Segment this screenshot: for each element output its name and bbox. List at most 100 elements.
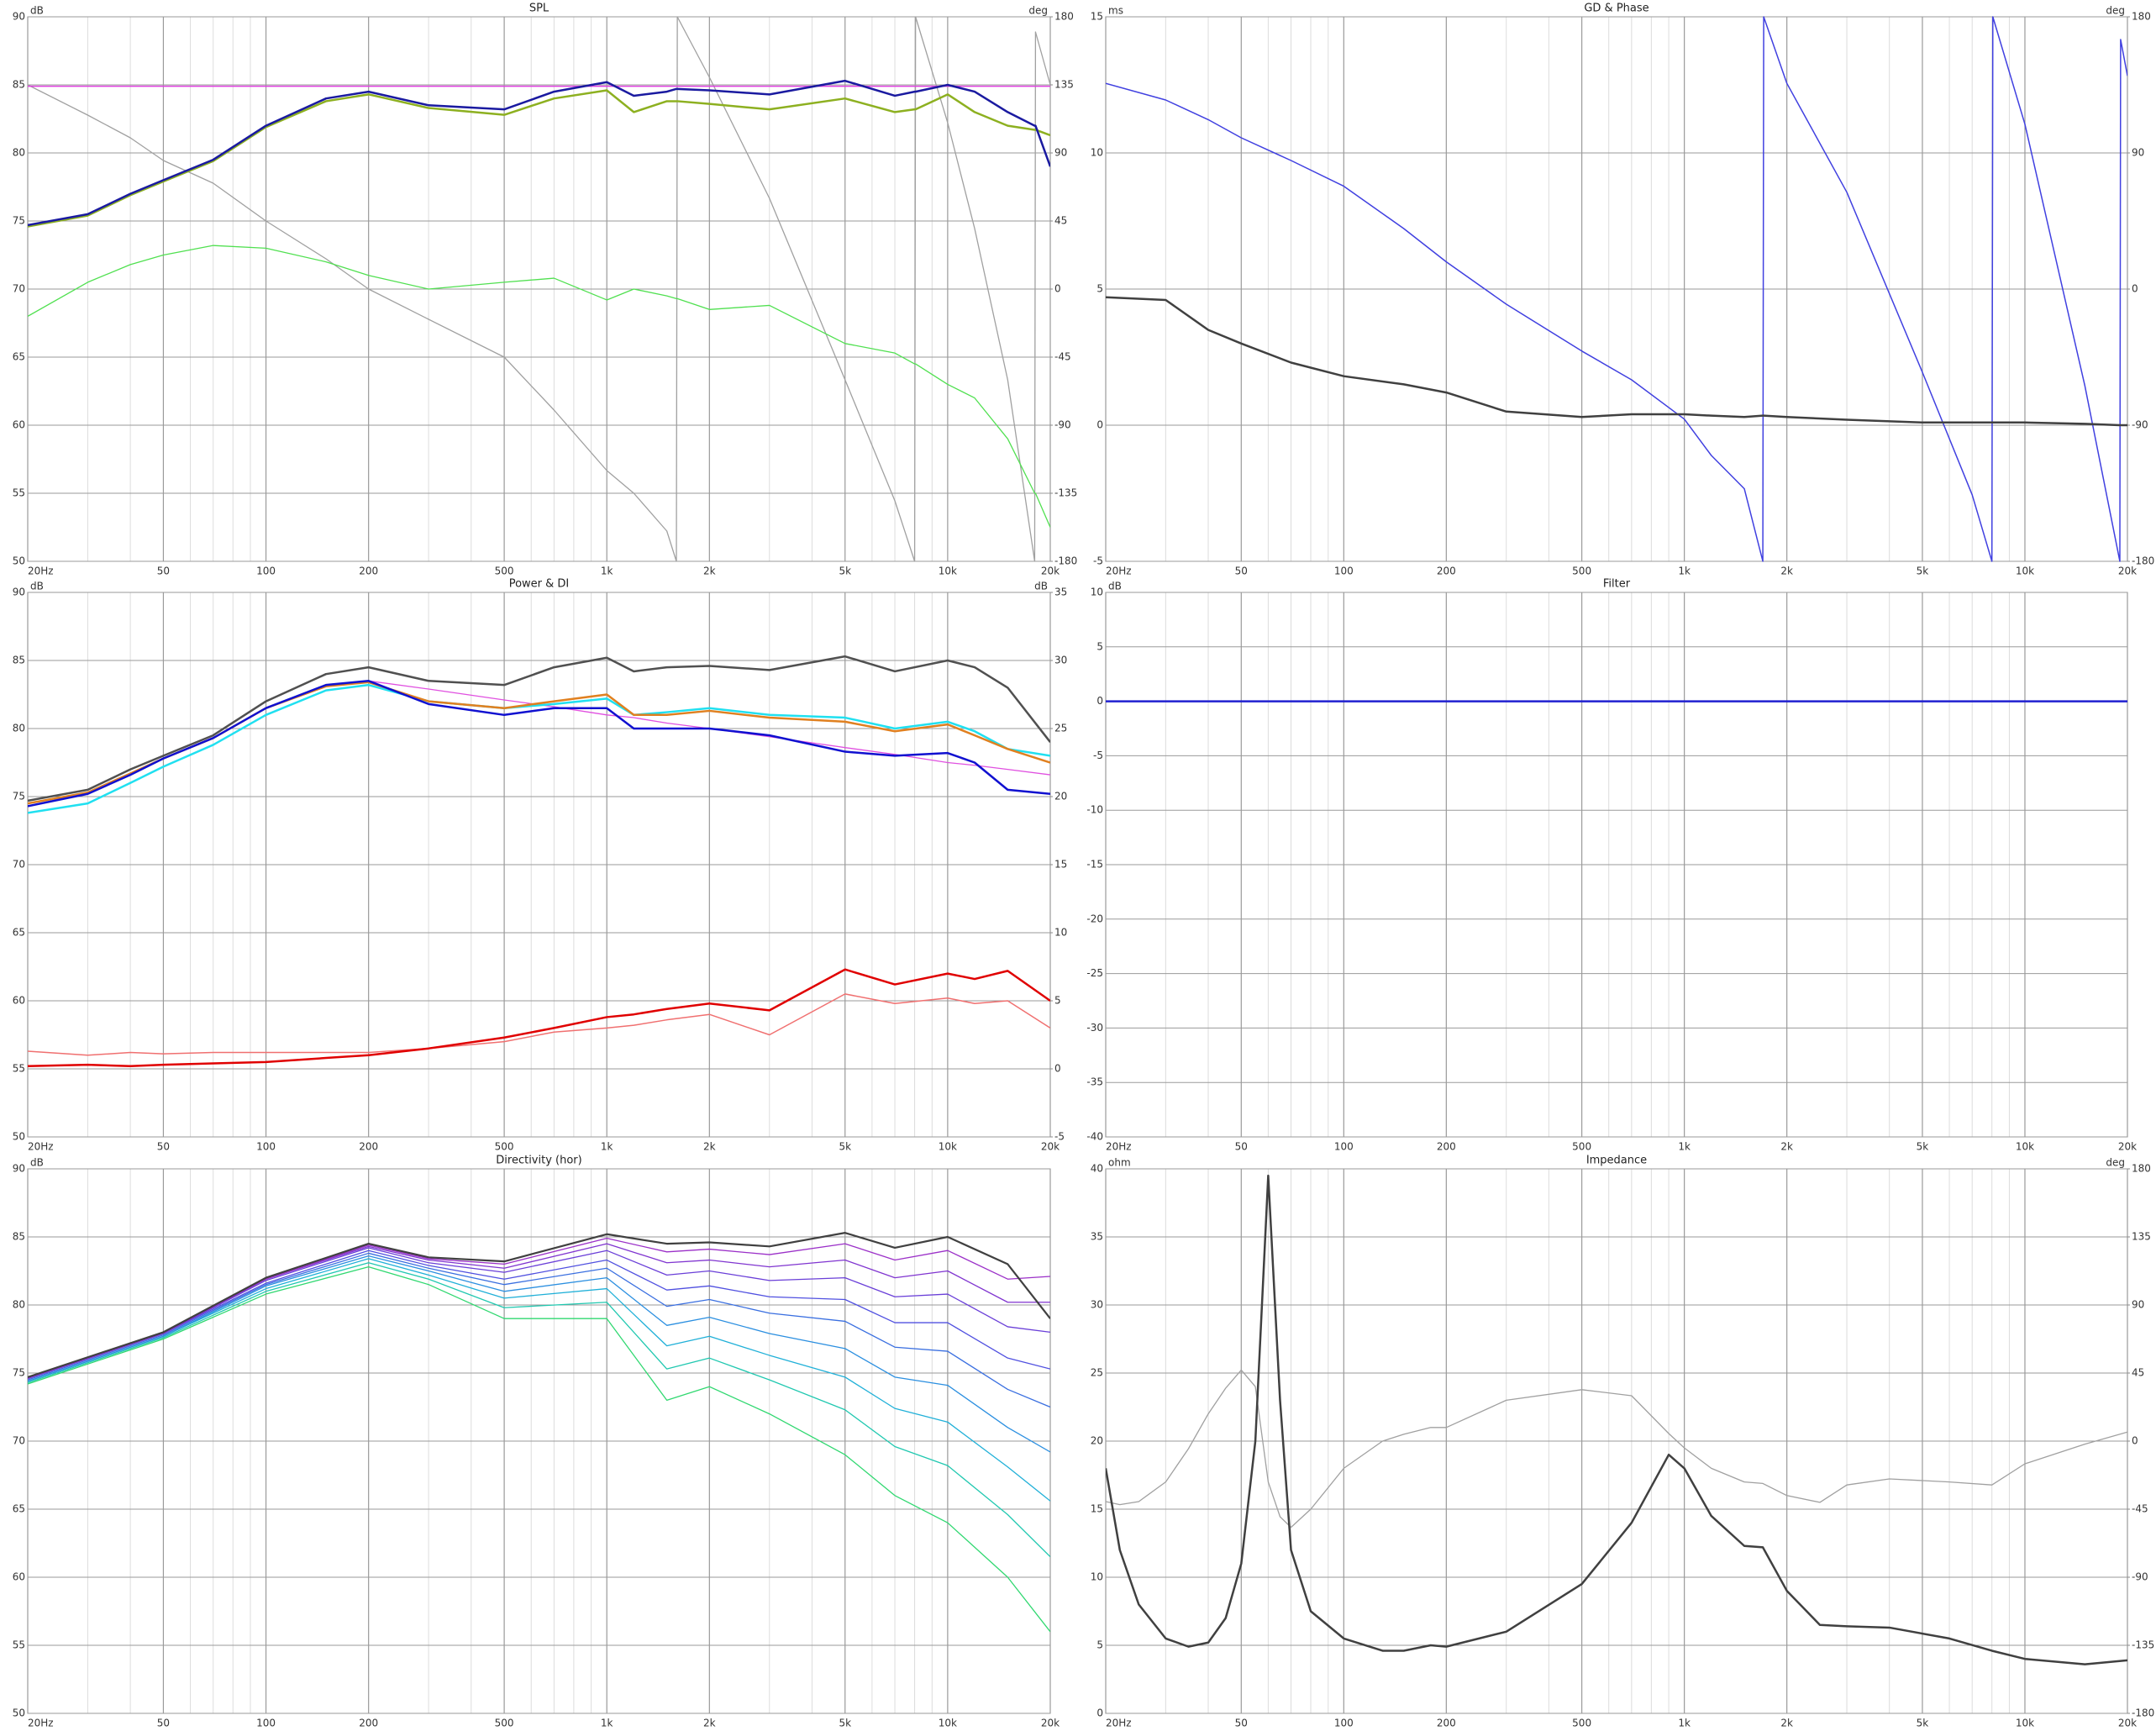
y2-tick-label: 5 <box>1054 995 1061 1007</box>
x-tick-label: 10k <box>2016 1718 2034 1729</box>
x-tick-label: 5k <box>1917 566 1929 577</box>
y-tick-label: 0 <box>1096 695 1103 707</box>
x-tick-label: 2k <box>703 1718 716 1729</box>
x-tick-label: 1k <box>601 1718 613 1729</box>
y-tick-label: 60 <box>13 419 25 431</box>
chart-panel: 20Hz 50 100 200 500 1k 2k 5k 10k 20k5055606570758… <box>13 578 1068 1153</box>
chart-panel: 20Hz 50 100 200 500 1k 2k 5k 10k 20k 0 5 10 15 20 25 30 3… <box>1091 1155 2155 1729</box>
x-tick-label: 500 <box>495 566 514 577</box>
x-tick-label: 5k <box>1917 1141 1929 1153</box>
y2-axis-unit: dB <box>1034 581 1048 592</box>
series-line <box>28 89 1050 228</box>
x-tick-label: 100 <box>256 566 276 577</box>
x-tick-label: 10k <box>939 1141 957 1153</box>
y2-tick-label: 45 <box>2132 1367 2144 1379</box>
y2-tick-label: -90 <box>2132 419 2148 431</box>
y-tick-label: 90 <box>13 1163 25 1175</box>
y-tick-label: -25 <box>1086 967 1103 979</box>
series-line <box>28 1252 1050 1408</box>
series-group <box>28 1232 1050 1633</box>
x-tick-label: 20Hz <box>1106 566 1132 577</box>
y-tick-label: 90 <box>13 11 25 23</box>
y2-tick-label: 25 <box>1054 723 1067 734</box>
x-tick-label: 20k <box>1041 1718 1060 1729</box>
x-tick-label: 200 <box>1437 1141 1456 1153</box>
series-line <box>28 79 1050 227</box>
y2-tick-label: 30 <box>1054 655 1067 666</box>
chart-title: Impedance <box>1586 1155 1647 1167</box>
x-tick-label: 50 <box>1235 1141 1248 1153</box>
x-tick-label: 1k <box>1678 1141 1691 1153</box>
y2-tick-label: 35 <box>1054 587 1067 598</box>
x-tick-label: 2k <box>703 566 716 577</box>
y-axis-unit: dB <box>1108 581 1122 592</box>
x-tick-label: 2k <box>1780 566 1793 577</box>
y-axis-unit: ohm <box>1108 1157 1131 1169</box>
series-line <box>28 655 1050 802</box>
y-tick-label: -40 <box>1086 1131 1103 1143</box>
y2-tick-label: -180 <box>2132 1707 2154 1719</box>
y2-tick-label: 45 <box>1054 215 1067 227</box>
x-tick-label: 10k <box>939 566 957 577</box>
y2-tick-label: 90 <box>2132 1299 2144 1311</box>
y2-tick-label: -180 <box>2132 555 2154 567</box>
x-tick-label: 20k <box>2118 1141 2137 1153</box>
y-tick-label: 10 <box>1091 587 1103 598</box>
x-tick-label: 5k <box>839 1718 851 1729</box>
x-tick-label: 500 <box>495 1141 514 1153</box>
x-tick-label: 200 <box>359 1718 378 1729</box>
x-tick-label: 100 <box>1334 566 1354 577</box>
y-tick-label: 5 <box>1096 283 1103 295</box>
x-tick-label: 1k <box>1678 1718 1691 1729</box>
y-tick-label: 0 <box>1096 1707 1103 1719</box>
y-axis-unit: dB <box>30 1157 44 1169</box>
y-tick-label: 85 <box>13 79 25 91</box>
y2-axis-unit: deg <box>2106 1157 2125 1169</box>
chart-panel: 20Hz 50 100 200 500 1k 2k 5k 10k 20k-40-35-30-25-… <box>1086 578 2137 1153</box>
y2-tick-label: 135 <box>1054 79 1074 91</box>
y-tick-label: -15 <box>1086 859 1103 871</box>
y2-tick-label: -135 <box>2132 1639 2154 1651</box>
y2-tick-label: 180 <box>2132 1163 2151 1175</box>
y-tick-label: 65 <box>13 1503 25 1515</box>
x-tick-label: 50 <box>1235 1718 1248 1729</box>
y2-tick-label: -45 <box>2132 1503 2148 1515</box>
y-tick-label: -20 <box>1086 913 1103 924</box>
y-tick-label: 5 <box>1096 640 1103 652</box>
y2-tick-label: 180 <box>2132 11 2151 23</box>
series-line <box>28 968 1050 1068</box>
y-tick-label: 50 <box>13 1131 25 1143</box>
y2-tick-label: 15 <box>1054 859 1067 871</box>
series-line <box>1106 1174 2127 1665</box>
series-line <box>28 683 1050 814</box>
y2-tick-label: 0 <box>2132 283 2138 295</box>
x-tick-label: 200 <box>359 566 378 577</box>
series-line <box>28 1255 1050 1453</box>
x-tick-label: 100 <box>256 1718 276 1729</box>
chart-title: Filter <box>1603 578 1631 591</box>
y2-tick-label: 0 <box>1054 283 1061 295</box>
y-axis-unit: ms <box>1108 5 1123 17</box>
x-tick-label: 20k <box>1041 566 1060 577</box>
y2-tick-label: -135 <box>1054 487 1077 499</box>
series-line <box>28 1237 1050 1378</box>
x-tick-label: 5k <box>839 1141 851 1153</box>
y-axis-unit: dB <box>30 5 44 17</box>
x-tick-label: 20Hz <box>28 1718 54 1729</box>
y2-tick-label: 90 <box>2132 147 2144 159</box>
x-tick-label: 50 <box>157 1718 170 1729</box>
y-tick-label: 70 <box>13 283 25 295</box>
x-tick-label: 200 <box>1437 566 1456 577</box>
y-tick-label: -35 <box>1086 1076 1103 1088</box>
chart-panel: 20Hz 50 100 200 500 1k 2k 5k 10k 20k5055606570758… <box>13 3 1078 577</box>
y-tick-label: 50 <box>13 1707 25 1719</box>
y2-tick-label: 0 <box>2132 1435 2138 1447</box>
y-tick-label: 85 <box>13 655 25 666</box>
x-tick-label: 10k <box>2016 1141 2034 1153</box>
y-tick-label: 0 <box>1096 419 1103 431</box>
y-tick-label: 10 <box>1091 147 1103 159</box>
chart-title: SPL <box>529 3 550 15</box>
y-axis-unit: dB <box>30 581 44 592</box>
